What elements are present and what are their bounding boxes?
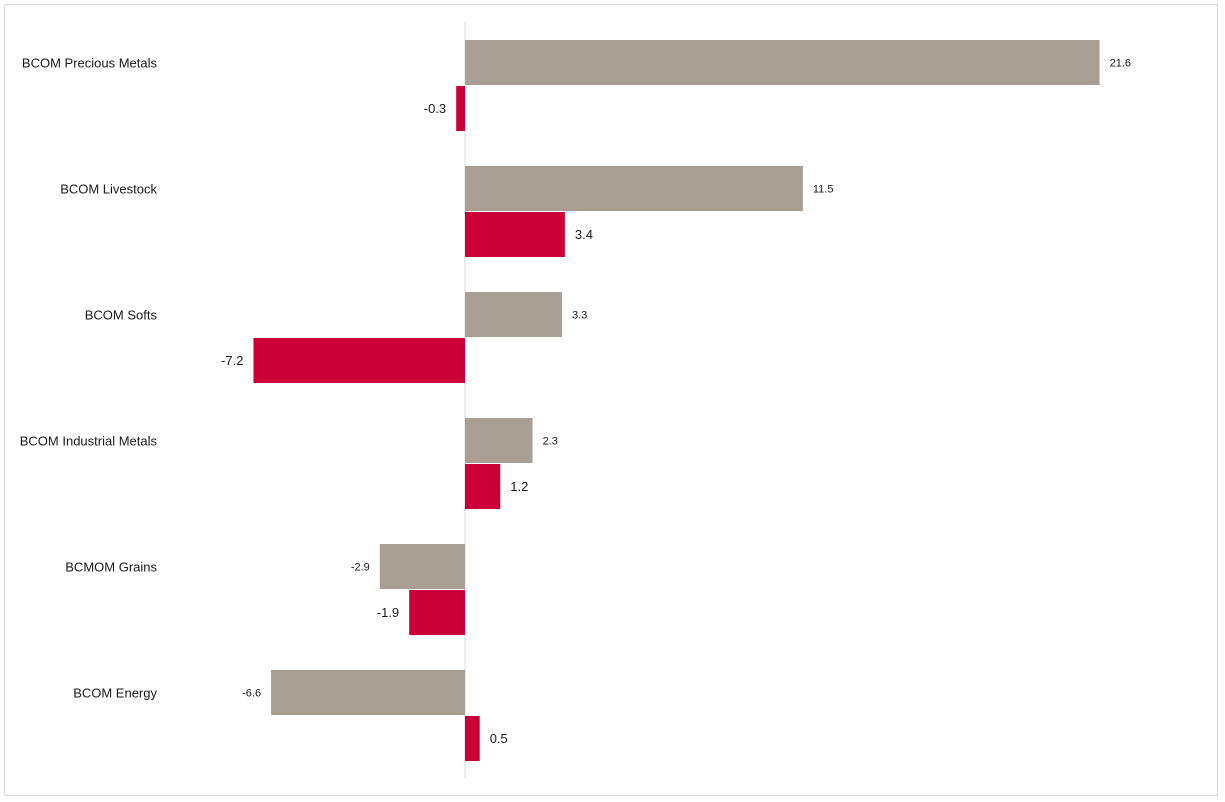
category-label: BCOM Softs [85, 308, 158, 323]
data-label: 0.5 [490, 731, 508, 746]
data-label: 21.6 [1110, 57, 1131, 69]
data-label: 3.3 [572, 309, 587, 321]
data-label: -2.9 [351, 561, 370, 573]
data-label: 1.2 [510, 479, 528, 494]
bar-series-2 [465, 464, 501, 509]
data-label: 3.4 [575, 227, 593, 242]
bar-series-1 [465, 166, 803, 211]
data-label: 11.5 [813, 183, 834, 195]
bar-series-2 [465, 716, 480, 761]
bar-series-2 [456, 86, 465, 131]
data-label: -7.2 [221, 353, 243, 368]
bar-series-2 [465, 212, 565, 257]
bar-series-1 [465, 292, 562, 337]
bar-series-1 [379, 544, 465, 589]
bar-series-2 [253, 338, 465, 383]
data-label: -0.3 [424, 101, 446, 116]
category-label: BCMOM Grains [65, 560, 157, 575]
bar-series-1 [465, 418, 533, 463]
category-label: BCOM Precious Metals [22, 56, 158, 71]
data-label: 2.3 [543, 435, 558, 447]
data-label: -6.6 [242, 687, 261, 699]
bar-series-2 [409, 590, 465, 635]
category-label: BCOM Industrial Metals [20, 434, 158, 449]
category-label: BCOM Energy [73, 686, 157, 701]
bar-series-1 [465, 40, 1100, 85]
category-label: BCOM Livestock [60, 182, 157, 197]
data-label: -1.9 [377, 605, 399, 620]
bar-series-1 [271, 670, 465, 715]
chart-frame [4, 4, 1218, 796]
